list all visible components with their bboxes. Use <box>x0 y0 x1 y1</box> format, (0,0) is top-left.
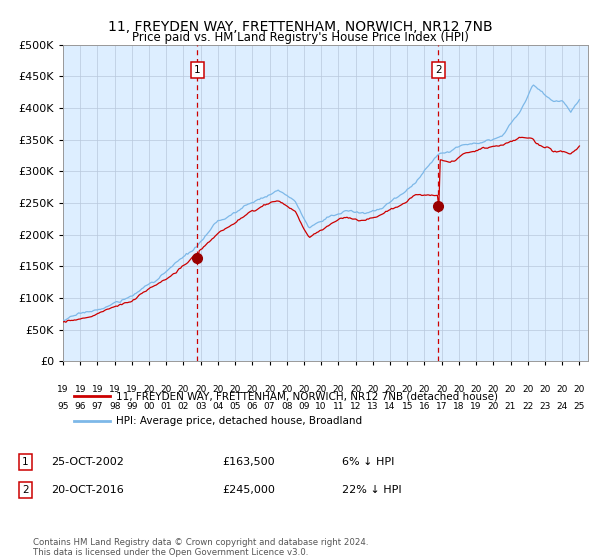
Text: 20: 20 <box>367 385 379 394</box>
Text: 2: 2 <box>435 65 442 75</box>
Text: 20: 20 <box>247 385 258 394</box>
Text: 16: 16 <box>419 402 430 412</box>
Text: 20: 20 <box>401 385 413 394</box>
Text: 20: 20 <box>229 385 241 394</box>
Text: Price paid vs. HM Land Registry's House Price Index (HPI): Price paid vs. HM Land Registry's House … <box>131 31 469 44</box>
Text: 21: 21 <box>505 402 516 412</box>
Text: 18: 18 <box>453 402 464 412</box>
Text: 20: 20 <box>264 385 275 394</box>
Text: 99: 99 <box>126 402 137 412</box>
Text: 20: 20 <box>298 385 310 394</box>
Text: 19: 19 <box>470 402 482 412</box>
Text: 20: 20 <box>470 385 482 394</box>
Text: 20: 20 <box>488 385 499 394</box>
Text: 20: 20 <box>556 385 568 394</box>
Text: 22: 22 <box>522 402 533 412</box>
Text: 98: 98 <box>109 402 121 412</box>
Text: 09: 09 <box>298 402 310 412</box>
Text: 03: 03 <box>195 402 206 412</box>
Text: 20: 20 <box>195 385 206 394</box>
Text: 19: 19 <box>74 385 86 394</box>
Text: £163,500: £163,500 <box>222 457 275 467</box>
Text: 01: 01 <box>161 402 172 412</box>
Text: 06: 06 <box>247 402 258 412</box>
Text: 19: 19 <box>57 385 69 394</box>
Text: 20: 20 <box>574 385 585 394</box>
Text: 19: 19 <box>109 385 121 394</box>
Text: Contains HM Land Registry data © Crown copyright and database right 2024.
This d: Contains HM Land Registry data © Crown c… <box>33 538 368 557</box>
Text: 23: 23 <box>539 402 551 412</box>
Text: 20: 20 <box>316 385 327 394</box>
Text: 20: 20 <box>212 385 224 394</box>
Text: 20: 20 <box>522 385 533 394</box>
Text: 2: 2 <box>22 485 29 495</box>
Text: 6% ↓ HPI: 6% ↓ HPI <box>342 457 394 467</box>
Text: 11, FREYDEN WAY, FRETTENHAM, NORWICH, NR12 7NB: 11, FREYDEN WAY, FRETTENHAM, NORWICH, NR… <box>107 20 493 34</box>
Text: 20: 20 <box>281 385 292 394</box>
Text: 25-OCT-2002: 25-OCT-2002 <box>51 457 124 467</box>
Text: 20: 20 <box>505 385 516 394</box>
Text: £245,000: £245,000 <box>222 485 275 495</box>
Text: 07: 07 <box>264 402 275 412</box>
Text: 20: 20 <box>350 385 361 394</box>
Text: 96: 96 <box>74 402 86 412</box>
Text: 19: 19 <box>92 385 103 394</box>
Text: 10: 10 <box>316 402 327 412</box>
Text: 24: 24 <box>557 402 568 412</box>
Text: 20: 20 <box>453 385 464 394</box>
Text: 95: 95 <box>57 402 69 412</box>
Text: 17: 17 <box>436 402 448 412</box>
Text: 1: 1 <box>22 457 29 467</box>
Text: 20: 20 <box>488 402 499 412</box>
Text: 00: 00 <box>143 402 155 412</box>
Text: 20: 20 <box>419 385 430 394</box>
Text: 20: 20 <box>436 385 448 394</box>
Text: 05: 05 <box>229 402 241 412</box>
Text: 02: 02 <box>178 402 189 412</box>
Text: 20: 20 <box>539 385 551 394</box>
Text: 14: 14 <box>385 402 396 412</box>
Text: 12: 12 <box>350 402 361 412</box>
Text: 25: 25 <box>574 402 585 412</box>
Text: 1: 1 <box>194 65 201 75</box>
Text: 08: 08 <box>281 402 293 412</box>
Text: 20: 20 <box>143 385 155 394</box>
Text: 20: 20 <box>161 385 172 394</box>
Text: 15: 15 <box>401 402 413 412</box>
Text: 04: 04 <box>212 402 224 412</box>
Text: 20: 20 <box>178 385 189 394</box>
Text: 97: 97 <box>92 402 103 412</box>
Text: 20-OCT-2016: 20-OCT-2016 <box>51 485 124 495</box>
Text: HPI: Average price, detached house, Broadland: HPI: Average price, detached house, Broa… <box>115 416 362 426</box>
Text: 19: 19 <box>126 385 137 394</box>
Text: 11, FREYDEN WAY, FRETTENHAM, NORWICH, NR12 7NB (detached house): 11, FREYDEN WAY, FRETTENHAM, NORWICH, NR… <box>115 391 497 402</box>
Text: 11: 11 <box>332 402 344 412</box>
Text: 13: 13 <box>367 402 379 412</box>
Text: 20: 20 <box>385 385 396 394</box>
Text: 20: 20 <box>333 385 344 394</box>
Text: 22% ↓ HPI: 22% ↓ HPI <box>342 485 401 495</box>
